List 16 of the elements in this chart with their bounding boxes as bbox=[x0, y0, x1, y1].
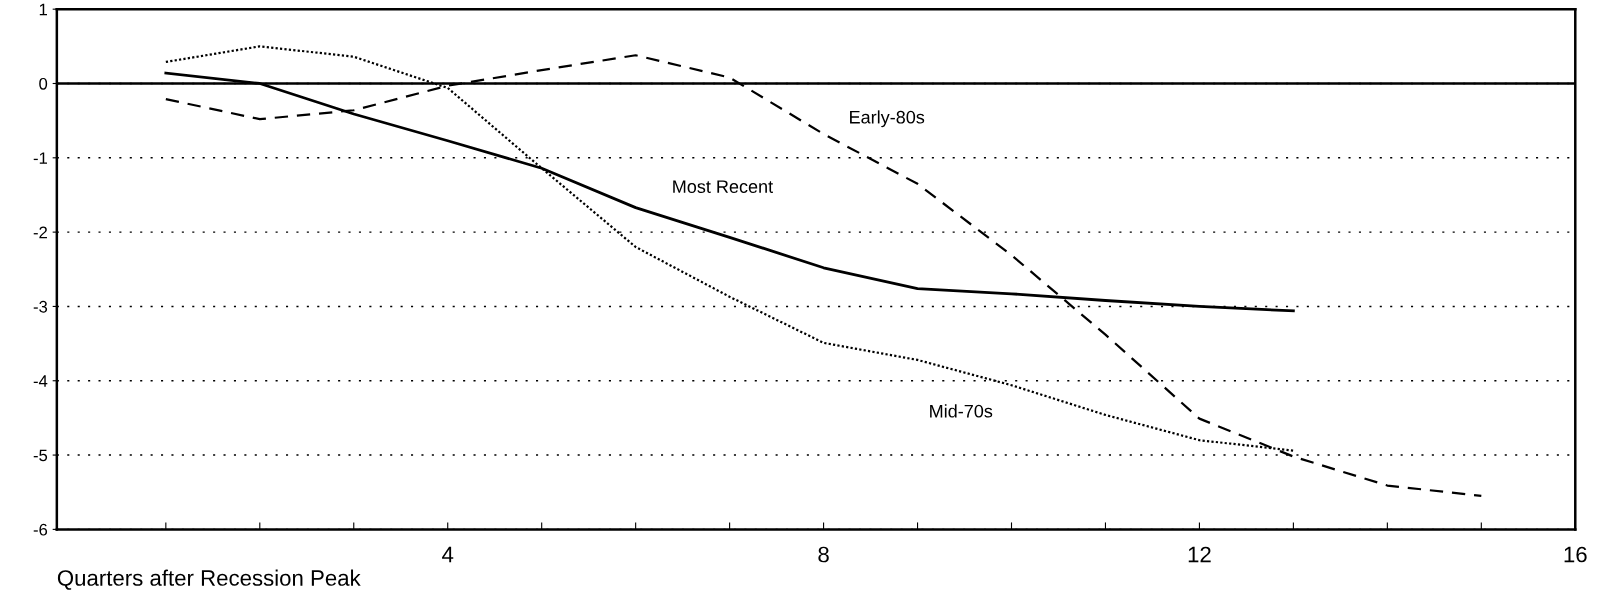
series-label: Early-80s bbox=[850, 110, 925, 128]
x-axis-title: Quarters after Recession Peak bbox=[57, 569, 361, 590]
y-tick-label: -2 bbox=[33, 226, 47, 239]
y-tick-label: -4 bbox=[33, 375, 48, 387]
series-label: Mid-70s bbox=[930, 404, 993, 418]
x-tick-label: 8 bbox=[818, 546, 829, 563]
x-tick-label: 4 bbox=[442, 546, 454, 563]
x-tick-label: 16 bbox=[1564, 546, 1587, 563]
y-tick-label: -1 bbox=[33, 152, 47, 164]
x-tick-label: 12 bbox=[1188, 546, 1211, 563]
y-tick-label: 0 bbox=[39, 77, 48, 90]
y-tick-label: -5 bbox=[33, 449, 48, 462]
series-label: Most Recent bbox=[673, 180, 773, 193]
y-tick-label: 1 bbox=[39, 3, 47, 16]
y-tick-label: -3 bbox=[33, 300, 48, 313]
y-tick-label: -6 bbox=[33, 523, 48, 536]
